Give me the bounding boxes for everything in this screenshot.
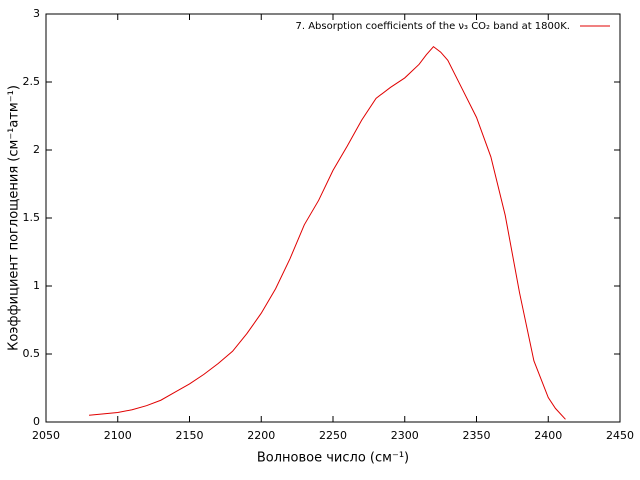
y-tick-label: 1 <box>33 279 40 292</box>
y-axis-title: Коэффициент поглощения (см⁻¹атм⁻¹) <box>7 85 22 351</box>
y-tick-label: 0 <box>33 415 40 428</box>
x-tick-label: 2100 <box>104 429 132 442</box>
x-tick-label: 2150 <box>176 429 204 442</box>
x-tick-label: 2300 <box>391 429 419 442</box>
x-tick-label: 2400 <box>534 429 562 442</box>
legend-label: 7. Absorption coefficients of the ν₃ CO₂… <box>295 21 570 32</box>
y-tick-label: 2.5 <box>23 75 41 88</box>
x-tick-label: 2350 <box>463 429 491 442</box>
y-tick-label: 1.5 <box>23 211 41 224</box>
y-tick-label: 0.5 <box>23 347 41 360</box>
y-tick-label: 3 <box>33 7 40 20</box>
x-tick-label: 2200 <box>247 429 275 442</box>
x-axis-title: Волновое число (см⁻¹) <box>257 451 409 466</box>
x-tick-label: 2450 <box>606 429 634 442</box>
data-line <box>89 45 566 420</box>
x-tick-label: 2250 <box>319 429 347 442</box>
y-tick-label: 2 <box>33 143 40 156</box>
x-tick-label: 2050 <box>32 429 60 442</box>
